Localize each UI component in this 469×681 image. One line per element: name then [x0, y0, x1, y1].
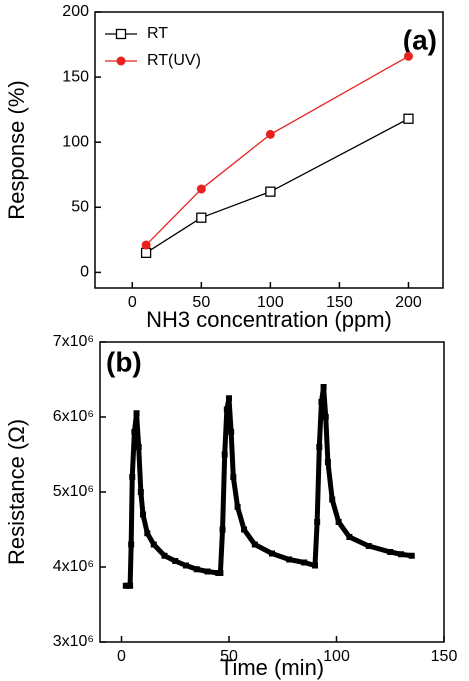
data-point: [324, 459, 331, 465]
x-tick-label: 200: [395, 294, 422, 311]
panel-label: (a): [403, 24, 437, 55]
data-point: [221, 451, 228, 458]
y-tick-label: 200: [62, 3, 89, 20]
data-point: [129, 474, 136, 480]
x-axis-title: NH3 concentration (ppm): [146, 307, 392, 332]
data-point: [128, 541, 135, 548]
data-point: [230, 474, 237, 480]
y-tick-label: 5x10⁶: [53, 483, 94, 500]
data-point: [312, 562, 318, 569]
data-point: [140, 247, 152, 258]
data-point: [286, 556, 293, 563]
data-point: [196, 212, 207, 223]
legend-marker: [115, 28, 127, 40]
y-tick-label: 6x10⁶: [53, 408, 94, 425]
data-point: [320, 384, 327, 390]
data-point: [193, 566, 200, 573]
data-point: [318, 399, 325, 405]
data-point: [241, 526, 248, 533]
y-tick-label: 0: [80, 264, 89, 281]
y-tick-label: 3x10⁶: [53, 633, 94, 650]
data-point: [172, 558, 179, 564]
legend-marker: [116, 56, 126, 66]
series-line: [125, 384, 413, 589]
y-tick-label: 4x10⁶: [53, 558, 94, 575]
data-point: [387, 549, 394, 555]
data-point: [183, 562, 189, 569]
x-tick-label: 100: [323, 648, 350, 665]
data-point: [204, 568, 211, 575]
panel-label: (b): [106, 346, 142, 377]
data-point: [144, 530, 151, 537]
y-axis-title: Resistance (Ω): [4, 419, 29, 565]
x-tick-label: 0: [128, 294, 137, 311]
data-point: [314, 519, 321, 525]
x-axis-title: Time (min): [220, 655, 324, 680]
series-line: [145, 55, 409, 246]
data-point: [301, 559, 308, 566]
data-point: [403, 51, 413, 61]
legend-label: RT(UV): [147, 52, 201, 69]
data-point: [265, 129, 275, 139]
x-tick-label: 150: [326, 294, 353, 311]
x-tick-label: 150: [431, 648, 458, 665]
data-point: [226, 395, 232, 402]
data-point: [127, 582, 134, 589]
y-axis-title: Response (%): [4, 80, 29, 219]
data-point: [196, 184, 206, 194]
legend-label: RT: [147, 25, 168, 42]
data-point: [346, 534, 353, 540]
data-point: [329, 496, 336, 503]
data-point: [223, 406, 230, 413]
plot-frame: [94, 11, 444, 289]
data-point: [234, 504, 241, 510]
x-tick-label: 50: [192, 294, 210, 311]
data-point: [322, 414, 329, 420]
data-point: [316, 444, 323, 450]
data-point: [161, 552, 168, 559]
data-point: [135, 444, 142, 450]
y-tick-label: 7x10⁶: [53, 333, 94, 350]
x-tick-label: 50: [220, 648, 238, 665]
data-point: [403, 113, 414, 124]
data-point: [398, 551, 404, 558]
data-point: [217, 570, 224, 576]
data-point: [141, 240, 151, 250]
y-tick-label: 50: [71, 199, 89, 216]
data-point: [140, 511, 146, 518]
y-tick-label: 100: [62, 133, 89, 150]
data-point: [408, 552, 415, 559]
data-point: [269, 550, 275, 557]
x-tick-label: 0: [117, 648, 126, 665]
data-point: [365, 543, 372, 549]
data-point: [131, 429, 138, 435]
data-point: [133, 410, 140, 417]
data-point: [219, 526, 226, 533]
data-point: [265, 186, 276, 197]
data-point: [335, 519, 342, 525]
series-line: [145, 118, 409, 254]
y-tick-label: 150: [62, 68, 89, 85]
data-point: [137, 489, 144, 495]
data-point: [251, 541, 258, 548]
data-point: [228, 429, 235, 435]
x-tick-label: 100: [257, 294, 284, 311]
data-point: [150, 541, 157, 548]
plot-frame: [99, 341, 445, 643]
